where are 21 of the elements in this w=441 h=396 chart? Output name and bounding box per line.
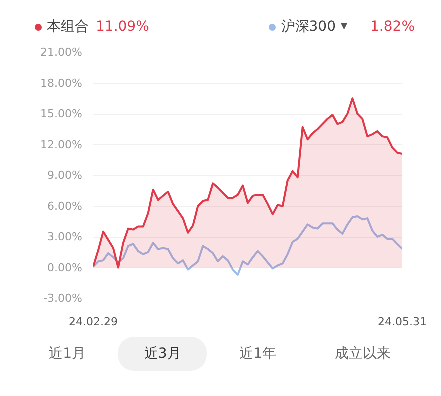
x-tick-label: 24.02.29 bbox=[69, 316, 118, 328]
text: ▾ bbox=[340, 18, 348, 36]
line-series bbox=[94, 216, 402, 276]
x-tick-label: 24.05.31 bbox=[378, 316, 427, 328]
legend-label: 本组合 bbox=[47, 18, 89, 37]
text: 1.82% bbox=[370, 18, 415, 37]
text: 近1月 bbox=[48, 345, 88, 364]
y-tick-label: -3.00% bbox=[44, 292, 83, 305]
text: 近1年 bbox=[238, 345, 278, 364]
y-tick-label: 0.00% bbox=[48, 261, 83, 274]
y-tick-label: 18.00% bbox=[40, 76, 83, 90]
y-tick-label: 12.00% bbox=[40, 138, 83, 152]
text: 成立以来 bbox=[334, 345, 392, 364]
legend-label: 沪深300 bbox=[281, 18, 336, 37]
y-tick-label: 21.00% bbox=[40, 46, 83, 59]
text: 11.09% bbox=[96, 18, 150, 37]
y-tick-label: 9.00% bbox=[48, 169, 83, 182]
y-tick-label: 6.00% bbox=[48, 200, 83, 213]
y-tick-label: 15.00% bbox=[40, 108, 83, 120]
text: 近3月 bbox=[118, 337, 208, 371]
y-tick-label: 3.00% bbox=[48, 230, 83, 244]
